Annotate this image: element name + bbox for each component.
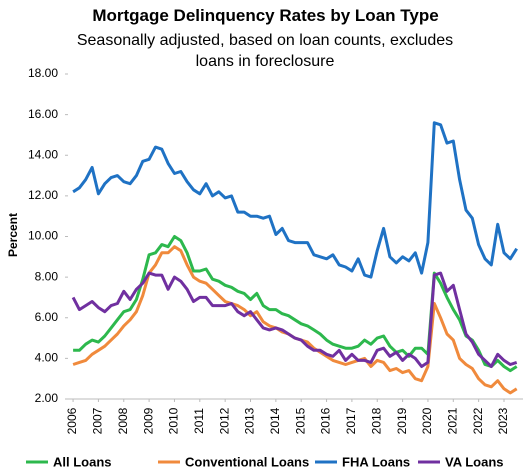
series-line [72, 121, 518, 279]
x-tick-label: 2009 [141, 407, 155, 434]
x-tick-label: 2023 [496, 407, 510, 434]
x-tick-label: 2017 [344, 407, 358, 434]
legend-label: FHA Loans [342, 454, 410, 469]
series-line [73, 235, 518, 373]
y-tick-label: 2.00 [35, 391, 59, 405]
legend-label: Conventional Loans [185, 454, 309, 469]
y-tick-label: 16.00 [28, 107, 58, 121]
x-tick-label: 2014 [268, 407, 282, 434]
legend-label: VA Loans [445, 454, 504, 469]
x-tick-label: 2022 [471, 407, 485, 434]
x-tick-label: 2008 [116, 407, 130, 434]
y-tick-label: 4.00 [35, 351, 59, 365]
x-tick-label: 2018 [369, 407, 383, 434]
x-tick-label: 2016 [319, 407, 333, 434]
y-tick-label: 6.00 [35, 310, 59, 324]
chart-subtitle: Seasonally adjusted, based on loan count… [76, 32, 454, 70]
x-tick-label: 2021 [445, 407, 459, 434]
series-line [71, 271, 518, 368]
x-tick-label: 2010 [167, 407, 181, 434]
y-tick-label: 18.00 [28, 66, 58, 80]
x-tick-label: 2006 [65, 407, 79, 434]
x-tick-label: 2020 [420, 407, 434, 434]
x-tick-label: 2013 [243, 407, 257, 434]
x-tick-label: 2011 [192, 408, 206, 434]
x-tick-label: 2015 [293, 407, 307, 434]
x-tick-label: 2007 [91, 407, 105, 434]
y-tick-label: 10.00 [28, 229, 58, 243]
legend-label: All Loans [53, 454, 112, 469]
x-tick-label: 2012 [217, 407, 231, 434]
x-tick-label: 2019 [395, 407, 409, 434]
y-axis-label: Percent [6, 213, 20, 257]
y-tick-label: 8.00 [35, 269, 59, 283]
y-tick-label: 12.00 [28, 188, 58, 202]
y-tick-label: 14.00 [28, 147, 58, 161]
chart-title: Mortgage Delinquency Rates by Loan Type [92, 6, 439, 25]
